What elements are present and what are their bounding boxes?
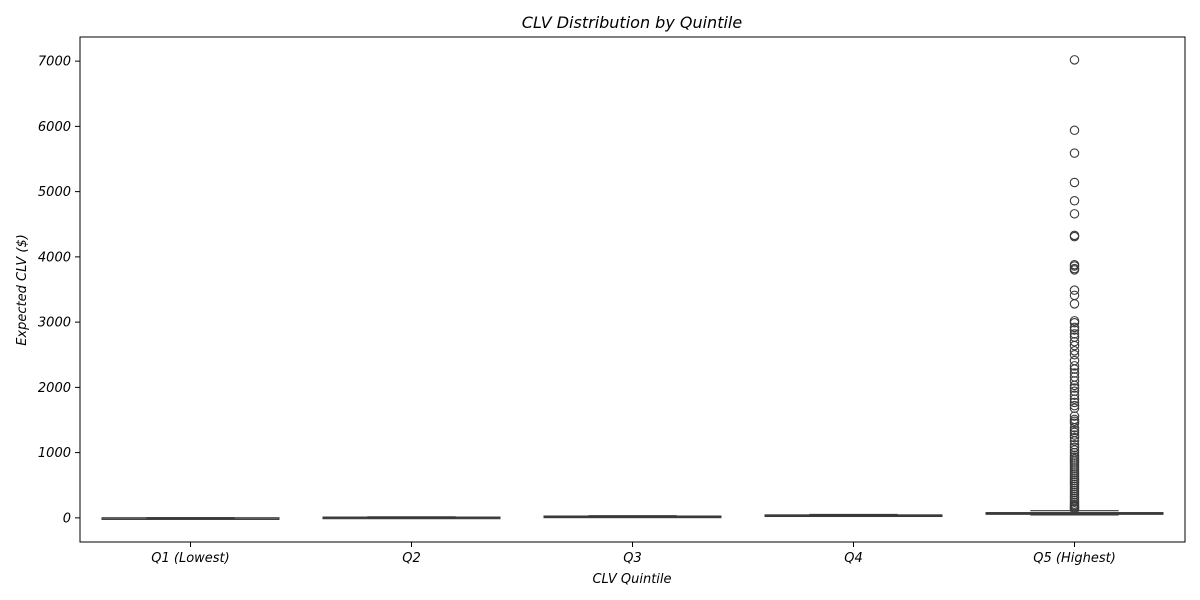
outlier-point xyxy=(1069,349,1080,360)
y-tick-label: 0 xyxy=(63,511,71,526)
outlier-point xyxy=(1069,436,1080,446)
y-axis: 0 1000 2000 3000 4000 5000 6000 7000 xyxy=(38,55,80,526)
outlier-point xyxy=(1069,346,1080,356)
box-5 xyxy=(985,55,1164,516)
box-group xyxy=(101,55,1164,520)
outlier-point xyxy=(1069,318,1080,328)
box-4 xyxy=(764,513,943,518)
x-tick-label: Q3 xyxy=(623,551,642,566)
outlier-point xyxy=(1069,336,1080,347)
x-axis: Q1 (Lowest) Q2 Q3 Q4 Q5 (Highest) xyxy=(151,542,1116,566)
outlier-point xyxy=(1069,390,1080,400)
outlier-point xyxy=(1069,445,1080,455)
outlier-point xyxy=(1069,196,1080,206)
outlier-point xyxy=(1069,504,1080,515)
x-tick-label: Q4 xyxy=(844,551,863,566)
y-tick-label: 2000 xyxy=(38,381,71,396)
outlier-point xyxy=(1069,209,1080,219)
outlier-point xyxy=(1069,340,1080,351)
outlier-point xyxy=(1069,380,1080,391)
outlier-point xyxy=(1069,364,1080,374)
chart-title: CLV Distribution by Quintile xyxy=(522,13,743,32)
outlier-point xyxy=(1069,411,1080,421)
y-tick-label: 7000 xyxy=(38,55,71,70)
outlier-point xyxy=(1069,290,1080,301)
y-tick-label: 6000 xyxy=(38,120,71,135)
plot-frame xyxy=(79,36,1186,543)
outlier-point xyxy=(1069,394,1080,404)
outlier-point xyxy=(1069,299,1080,309)
outlier-point xyxy=(1069,285,1080,295)
outlier-point xyxy=(1069,397,1080,408)
outlier-point xyxy=(1069,418,1080,429)
box-3 xyxy=(543,515,722,519)
outlier-point xyxy=(1069,265,1080,275)
outlier-point xyxy=(1069,148,1080,158)
y-tick-label: 5000 xyxy=(38,185,71,200)
y-tick-label: 1000 xyxy=(38,446,71,461)
outlier-point xyxy=(1069,177,1080,188)
outlier-point xyxy=(1069,432,1080,443)
outlier-point xyxy=(1069,329,1080,339)
outlier-point xyxy=(1069,423,1080,433)
outlier-point xyxy=(1069,231,1080,242)
box-2 xyxy=(322,516,501,520)
outlier-point xyxy=(1069,376,1080,386)
outlier-point xyxy=(1069,403,1080,413)
outlier-point xyxy=(1069,440,1080,450)
x-tick-label: Q5 (Highest) xyxy=(1033,551,1116,566)
x-tick-label: Q2 xyxy=(402,551,421,566)
outlier-point xyxy=(1069,368,1080,378)
outlier-point xyxy=(1069,442,1080,453)
y-tick-label: 3000 xyxy=(38,316,71,331)
outlier-point xyxy=(1069,386,1080,397)
outlier-point xyxy=(1069,400,1080,411)
outlier-point xyxy=(1069,261,1080,271)
x-tick-label: Q1 (Lowest) xyxy=(151,551,229,566)
outlier-point xyxy=(1069,430,1080,440)
outlier-point xyxy=(1069,125,1080,136)
outlier-point xyxy=(1069,361,1080,371)
outlier-point xyxy=(1069,322,1080,333)
y-axis-label: Expected CLV ($) xyxy=(15,234,30,346)
outlier-point xyxy=(1069,55,1080,65)
x-axis-label: CLV Quintile xyxy=(592,572,671,587)
outlier-point xyxy=(1069,325,1080,335)
box-1 xyxy=(101,517,280,520)
y-tick-label: 4000 xyxy=(38,250,71,265)
outlier-point xyxy=(1069,383,1080,393)
